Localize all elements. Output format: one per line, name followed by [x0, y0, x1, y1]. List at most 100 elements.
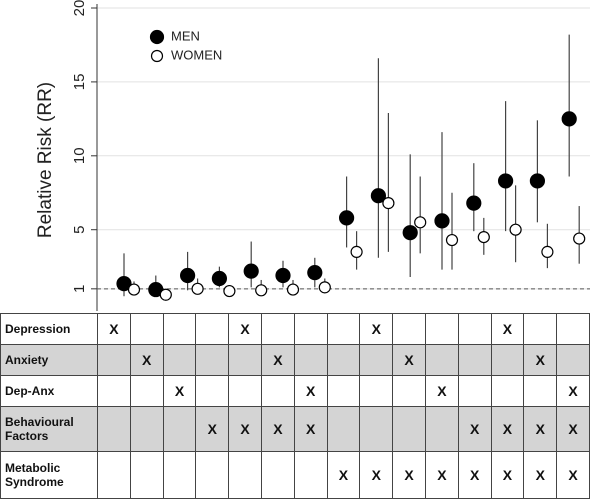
cell [129, 406, 164, 452]
cell: X [556, 406, 590, 452]
cell [457, 313, 492, 345]
x-mark: X [535, 467, 545, 483]
x-mark: X [306, 421, 316, 437]
x-mark: X [502, 467, 513, 483]
cell [129, 313, 164, 345]
cell [195, 451, 230, 499]
cell [195, 344, 230, 376]
point [573, 232, 586, 245]
x-mark: X [502, 321, 513, 337]
cell: X [457, 451, 492, 499]
cell [359, 406, 394, 452]
point [211, 270, 227, 287]
x-mark: X [142, 352, 152, 368]
x-mark: X [371, 321, 381, 337]
cell [228, 375, 262, 407]
cell [162, 344, 197, 376]
cell [326, 375, 361, 407]
x-mark: X [240, 321, 250, 337]
point [127, 283, 141, 296]
cell: X [424, 375, 459, 407]
cell: X [490, 406, 525, 452]
cell: X [260, 406, 295, 452]
y-tick-label: 10 [71, 147, 88, 164]
point [509, 223, 522, 236]
point [382, 197, 395, 210]
cell [359, 344, 394, 376]
cell [392, 313, 426, 345]
cell: X [556, 451, 590, 499]
x-mark: X [502, 421, 513, 437]
cell: X [129, 344, 164, 376]
cell [490, 344, 525, 376]
x-mark: X [469, 421, 480, 437]
cell [424, 406, 459, 452]
cell [260, 375, 295, 407]
y-axis-title: Relative Risk (RR) [35, 82, 56, 238]
cell [523, 375, 558, 407]
row-label: Behavioural Factors [0, 406, 98, 452]
cell [97, 451, 131, 499]
point [116, 276, 132, 292]
cell [556, 313, 590, 345]
x-mark: X [535, 421, 545, 437]
x-mark: X [568, 467, 578, 483]
point [307, 264, 323, 281]
table-row: Dep-Anx X X X X [0, 375, 590, 407]
cell: X [392, 344, 426, 376]
cell [424, 313, 459, 345]
cell [326, 313, 361, 345]
cell: X [195, 406, 230, 452]
cell: X [162, 375, 197, 407]
y-tick-label: 5 [71, 226, 88, 234]
cell: X [457, 406, 492, 452]
cell [293, 344, 328, 376]
point [529, 173, 546, 189]
point [434, 213, 450, 229]
cell [326, 344, 361, 376]
point [180, 267, 196, 284]
cell [523, 313, 558, 345]
cell [162, 406, 197, 452]
point [243, 263, 259, 279]
x-mark: X [273, 421, 283, 437]
point [255, 284, 268, 297]
cell [392, 406, 426, 452]
table-row: Depression X X X X [0, 313, 590, 345]
cell [129, 375, 164, 407]
cell: X [228, 313, 262, 345]
y-tick-label: 15 [71, 74, 88, 91]
point [286, 283, 300, 296]
point [191, 282, 204, 295]
x-mark: X [338, 467, 349, 483]
cell: X [359, 451, 394, 499]
x-mark: X [207, 421, 217, 437]
table-row: Anxiety X X X X [0, 344, 590, 376]
cell [195, 375, 230, 407]
point [339, 210, 355, 226]
cell [162, 313, 197, 345]
table-row: Behavioural Factors X X X X X X X X [0, 406, 590, 452]
cell [293, 313, 328, 345]
row-label: Anxiety [0, 344, 98, 376]
table-row: Metabolic Syndrome X X X X X X X X [0, 451, 590, 499]
x-mark: X [437, 467, 447, 483]
cell: X [523, 406, 558, 452]
cell [195, 313, 230, 345]
cell: X [424, 451, 459, 499]
x-mark: X [273, 352, 283, 368]
x-mark: X [437, 383, 447, 399]
row-label: Dep-Anx [0, 375, 98, 407]
x-mark: X [568, 421, 578, 437]
x-mark: X [404, 467, 414, 483]
point [414, 216, 427, 229]
cell [228, 451, 262, 499]
cell: X [523, 344, 558, 376]
point [445, 233, 459, 247]
cell [260, 451, 295, 499]
x-mark: X [306, 383, 316, 399]
x-mark: X [174, 383, 185, 399]
legend-marker [150, 49, 164, 63]
